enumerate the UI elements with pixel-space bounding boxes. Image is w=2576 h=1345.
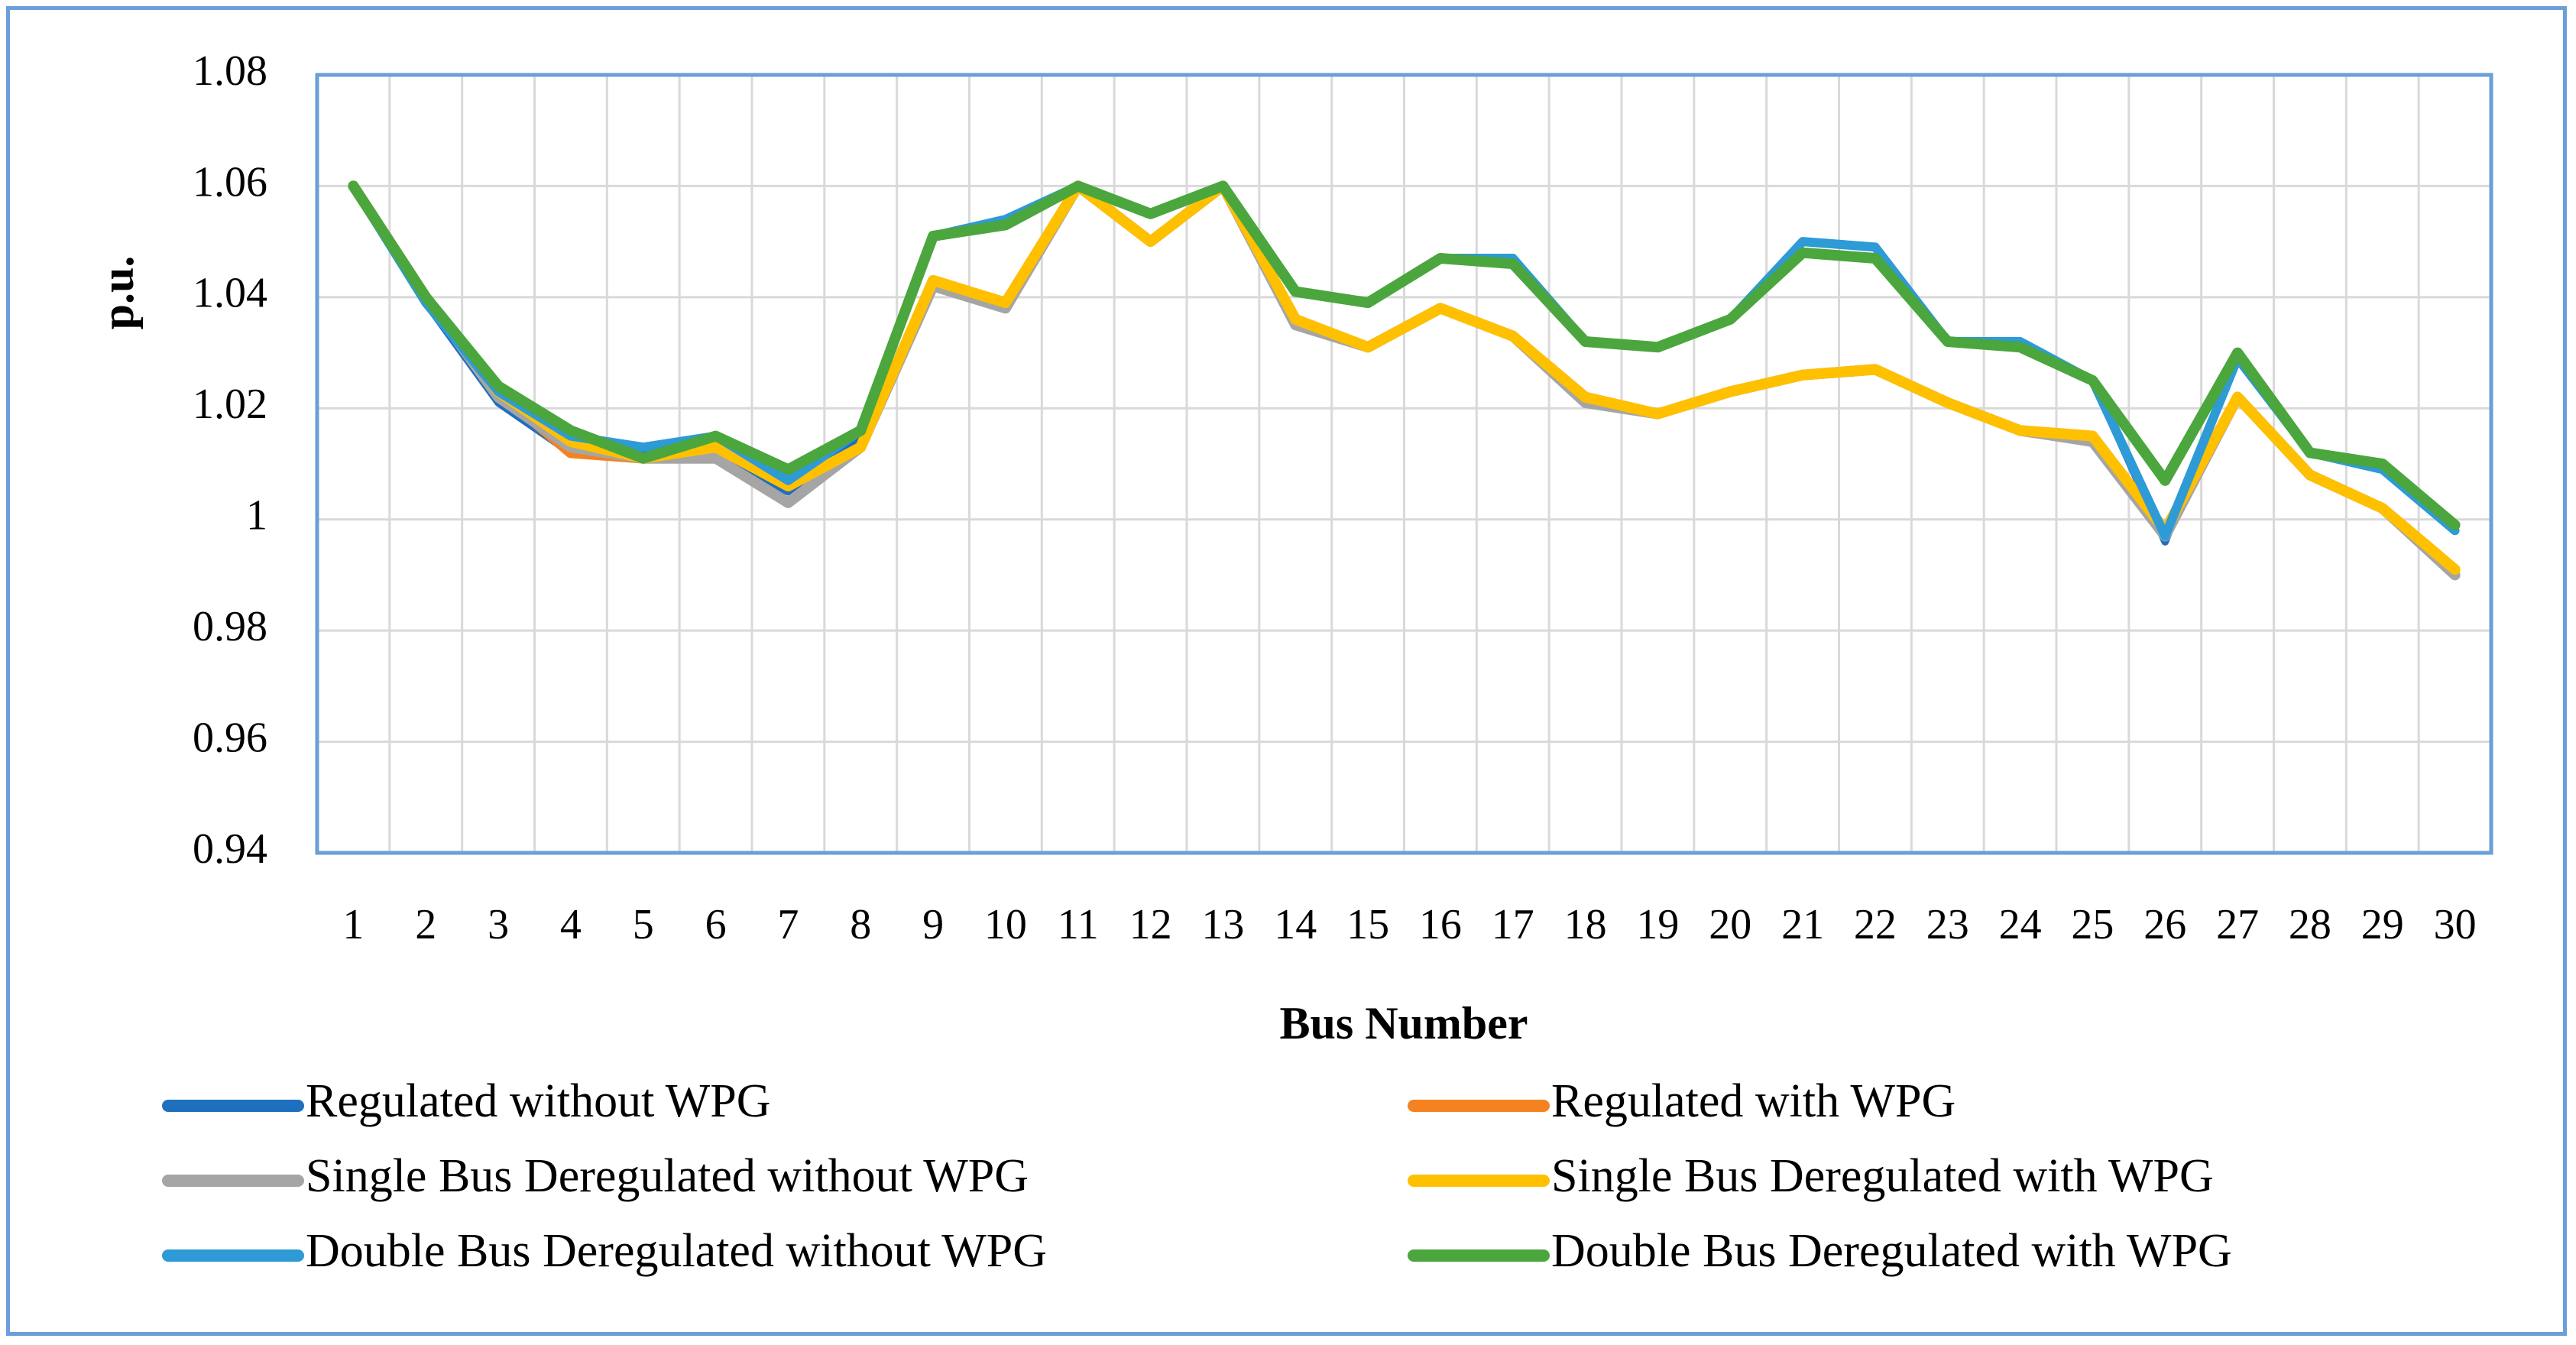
x-tick-label: 15 bbox=[1346, 901, 1389, 948]
series-line-4 bbox=[348, 180, 2461, 575]
legend-item: Single Bus Deregulated without WPG bbox=[162, 1150, 1029, 1202]
x-tick-label: 5 bbox=[633, 901, 654, 948]
y-tick-label: 1.04 bbox=[193, 270, 267, 317]
x-tick-label: 28 bbox=[2289, 901, 2331, 948]
x-axis-title: Bus Number bbox=[1279, 998, 1528, 1048]
x-tick-label: 1 bbox=[342, 901, 364, 948]
x-tick-label: 21 bbox=[1781, 901, 1824, 948]
y-tick-label: 1 bbox=[246, 492, 267, 540]
legend-item: Double Bus Deregulated with WPG bbox=[1408, 1225, 2232, 1277]
y-tick-label: 1.02 bbox=[193, 381, 267, 428]
x-tick-label: 2 bbox=[415, 901, 436, 948]
legend-label: Double Bus Deregulated without WPG bbox=[306, 1225, 1047, 1277]
legend-item: Double Bus Deregulated without WPG bbox=[162, 1225, 1047, 1277]
legend: Regulated without WPG Regulated with WPG S… bbox=[162, 1075, 2232, 1277]
series-lines bbox=[348, 180, 2461, 581]
y-tick-label: 1.08 bbox=[193, 47, 267, 95]
x-tick-label: 13 bbox=[1201, 901, 1244, 948]
series-line-6 bbox=[348, 180, 2461, 530]
y-tick-label: 1.06 bbox=[193, 158, 267, 206]
y-tick-label: 0.98 bbox=[193, 603, 267, 650]
x-tick-label: 25 bbox=[2071, 901, 2114, 948]
x-tick-label: 14 bbox=[1274, 901, 1317, 948]
legend-label: Single Bus Deregulated without WPG bbox=[306, 1150, 1029, 1202]
x-tick-label: 7 bbox=[777, 901, 799, 948]
grid-lines bbox=[317, 73, 2491, 854]
x-tick-label: 23 bbox=[1926, 901, 1969, 948]
x-tick-label: 9 bbox=[922, 901, 944, 948]
x-tick-label: 8 bbox=[850, 901, 871, 948]
y-axis-ticks: 0.94 0.96 0.98 1 1.02 1.04 1.06 1.08 bbox=[193, 47, 267, 873]
x-tick-label: 20 bbox=[1709, 901, 1751, 948]
x-tick-label: 10 bbox=[984, 901, 1027, 948]
x-tick-label: 16 bbox=[1419, 901, 1462, 948]
y-tick-label: 0.96 bbox=[193, 714, 267, 761]
legend-item: Single Bus Deregulated with WPG bbox=[1408, 1150, 2214, 1202]
x-tick-label: 4 bbox=[560, 901, 582, 948]
legend-item: Regulated without WPG bbox=[162, 1075, 770, 1127]
x-tick-label: 12 bbox=[1129, 901, 1172, 948]
chart-frame bbox=[6, 6, 2567, 1336]
legend-label: Regulated without WPG bbox=[306, 1075, 770, 1127]
x-tick-label: 6 bbox=[705, 901, 727, 948]
y-axis-title: p.u. bbox=[92, 256, 143, 330]
legend-label: Double Bus Deregulated with WPG bbox=[1551, 1225, 2232, 1277]
legend-label: Regulated with WPG bbox=[1551, 1075, 1955, 1127]
x-axis-ticks: 1 2 3 4 5 6 7 8 9 10 11 12 13 14 15 16 17 18 19 20 21 22 23 24 2… bbox=[342, 901, 2476, 948]
x-tick-label: 19 bbox=[1636, 901, 1679, 948]
x-tick-label: 22 bbox=[1854, 901, 1897, 948]
x-tick-label: 30 bbox=[2434, 901, 2477, 948]
x-tick-label: 27 bbox=[2216, 901, 2259, 948]
legend-label: Single Bus Deregulated with WPG bbox=[1551, 1150, 2214, 1202]
x-tick-label: 18 bbox=[1564, 901, 1607, 948]
x-tick-label: 3 bbox=[488, 901, 509, 948]
plot-area-border bbox=[315, 73, 2493, 855]
x-tick-label: 24 bbox=[1999, 901, 2042, 948]
x-tick-label: 17 bbox=[1492, 901, 1534, 948]
x-tick-label: 11 bbox=[1058, 901, 1099, 948]
x-tick-label: 29 bbox=[2361, 901, 2404, 948]
x-tick-label: 26 bbox=[2143, 901, 2186, 948]
y-tick-label: 0.94 bbox=[193, 825, 267, 873]
legend-item: Regulated with WPG bbox=[1408, 1075, 1955, 1127]
